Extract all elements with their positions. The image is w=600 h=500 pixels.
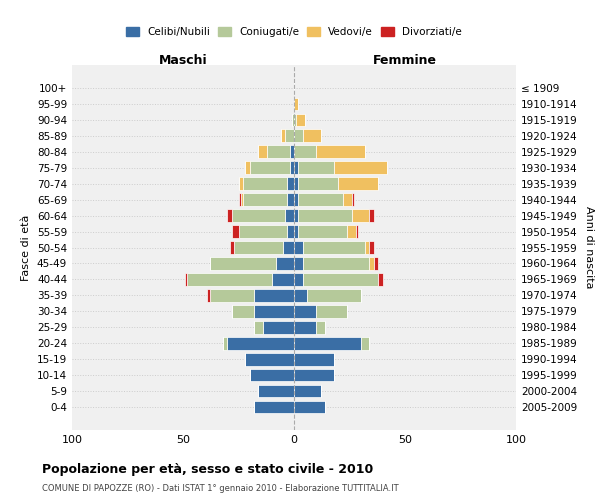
Bar [241,194,243,206]
Bar [379,273,383,285]
Bar [303,257,370,270]
Bar [294,210,298,222]
Bar [187,273,272,285]
Bar [303,273,379,285]
Bar [223,337,227,349]
Bar [292,114,294,126]
Bar [272,273,294,285]
Bar [294,337,361,349]
Bar [307,289,361,302]
Bar [298,210,352,222]
Bar [347,226,356,238]
Bar [243,194,287,206]
Bar [294,257,303,270]
Bar [243,178,287,190]
Bar [294,273,303,285]
Bar [303,130,320,142]
Bar [294,369,334,382]
Bar [294,242,303,254]
Bar [285,130,294,142]
Bar [343,194,352,206]
Text: Popolazione per età, sesso e stato civile - 2010: Popolazione per età, sesso e stato civil… [42,462,373,475]
Bar [287,178,294,190]
Bar [290,162,294,174]
Bar [294,321,316,334]
Bar [254,401,294,413]
Bar [294,194,298,206]
Bar [294,178,298,190]
Bar [294,385,320,398]
Bar [238,226,287,238]
Bar [234,242,283,254]
Bar [294,353,334,366]
Y-axis label: Fasce di età: Fasce di età [22,214,31,280]
Bar [254,321,263,334]
Bar [294,114,296,126]
Bar [254,305,294,318]
Bar [230,242,234,254]
Bar [316,146,365,158]
Bar [294,289,307,302]
Bar [370,210,374,222]
Text: Maschi: Maschi [158,54,208,67]
Bar [294,130,303,142]
Bar [338,178,379,190]
Bar [303,242,365,254]
Bar [298,178,338,190]
Bar [276,257,294,270]
Bar [239,194,241,206]
Bar [208,289,209,302]
Bar [232,226,239,238]
Bar [254,289,294,302]
Text: Femmine: Femmine [373,54,437,67]
Bar [365,242,370,254]
Bar [370,257,374,270]
Bar [298,226,347,238]
Bar [259,385,294,398]
Bar [283,242,294,254]
Bar [316,305,347,318]
Bar [268,146,290,158]
Bar [209,257,276,270]
Bar [287,194,294,206]
Bar [227,210,232,222]
Bar [316,321,325,334]
Bar [285,210,294,222]
Bar [361,337,370,349]
Bar [239,178,243,190]
Bar [294,305,316,318]
Bar [250,162,290,174]
Bar [263,321,294,334]
Y-axis label: Anni di nascita: Anni di nascita [584,206,594,289]
Bar [209,289,254,302]
Text: COMUNE DI PAPOZZE (RO) - Dati ISTAT 1° gennaio 2010 - Elaborazione TUTTITALIA.IT: COMUNE DI PAPOZZE (RO) - Dati ISTAT 1° g… [42,484,398,493]
Bar [281,130,285,142]
Bar [374,257,379,270]
Bar [352,210,370,222]
Bar [232,305,254,318]
Bar [352,194,354,206]
Legend: Celibi/Nubili, Coniugati/e, Vedovi/e, Divorziati/e: Celibi/Nubili, Coniugati/e, Vedovi/e, Di… [122,23,466,42]
Bar [370,242,374,254]
Bar [250,369,294,382]
Bar [232,210,285,222]
Bar [185,273,187,285]
Bar [294,146,316,158]
Bar [245,353,294,366]
Bar [290,146,294,158]
Bar [259,146,268,158]
Bar [294,162,298,174]
Bar [287,226,294,238]
Bar [227,337,294,349]
Bar [245,162,250,174]
Bar [356,226,358,238]
Bar [296,114,305,126]
Bar [294,98,298,110]
Bar [294,226,298,238]
Bar [294,401,325,413]
Bar [298,162,334,174]
Bar [298,194,343,206]
Bar [334,162,387,174]
